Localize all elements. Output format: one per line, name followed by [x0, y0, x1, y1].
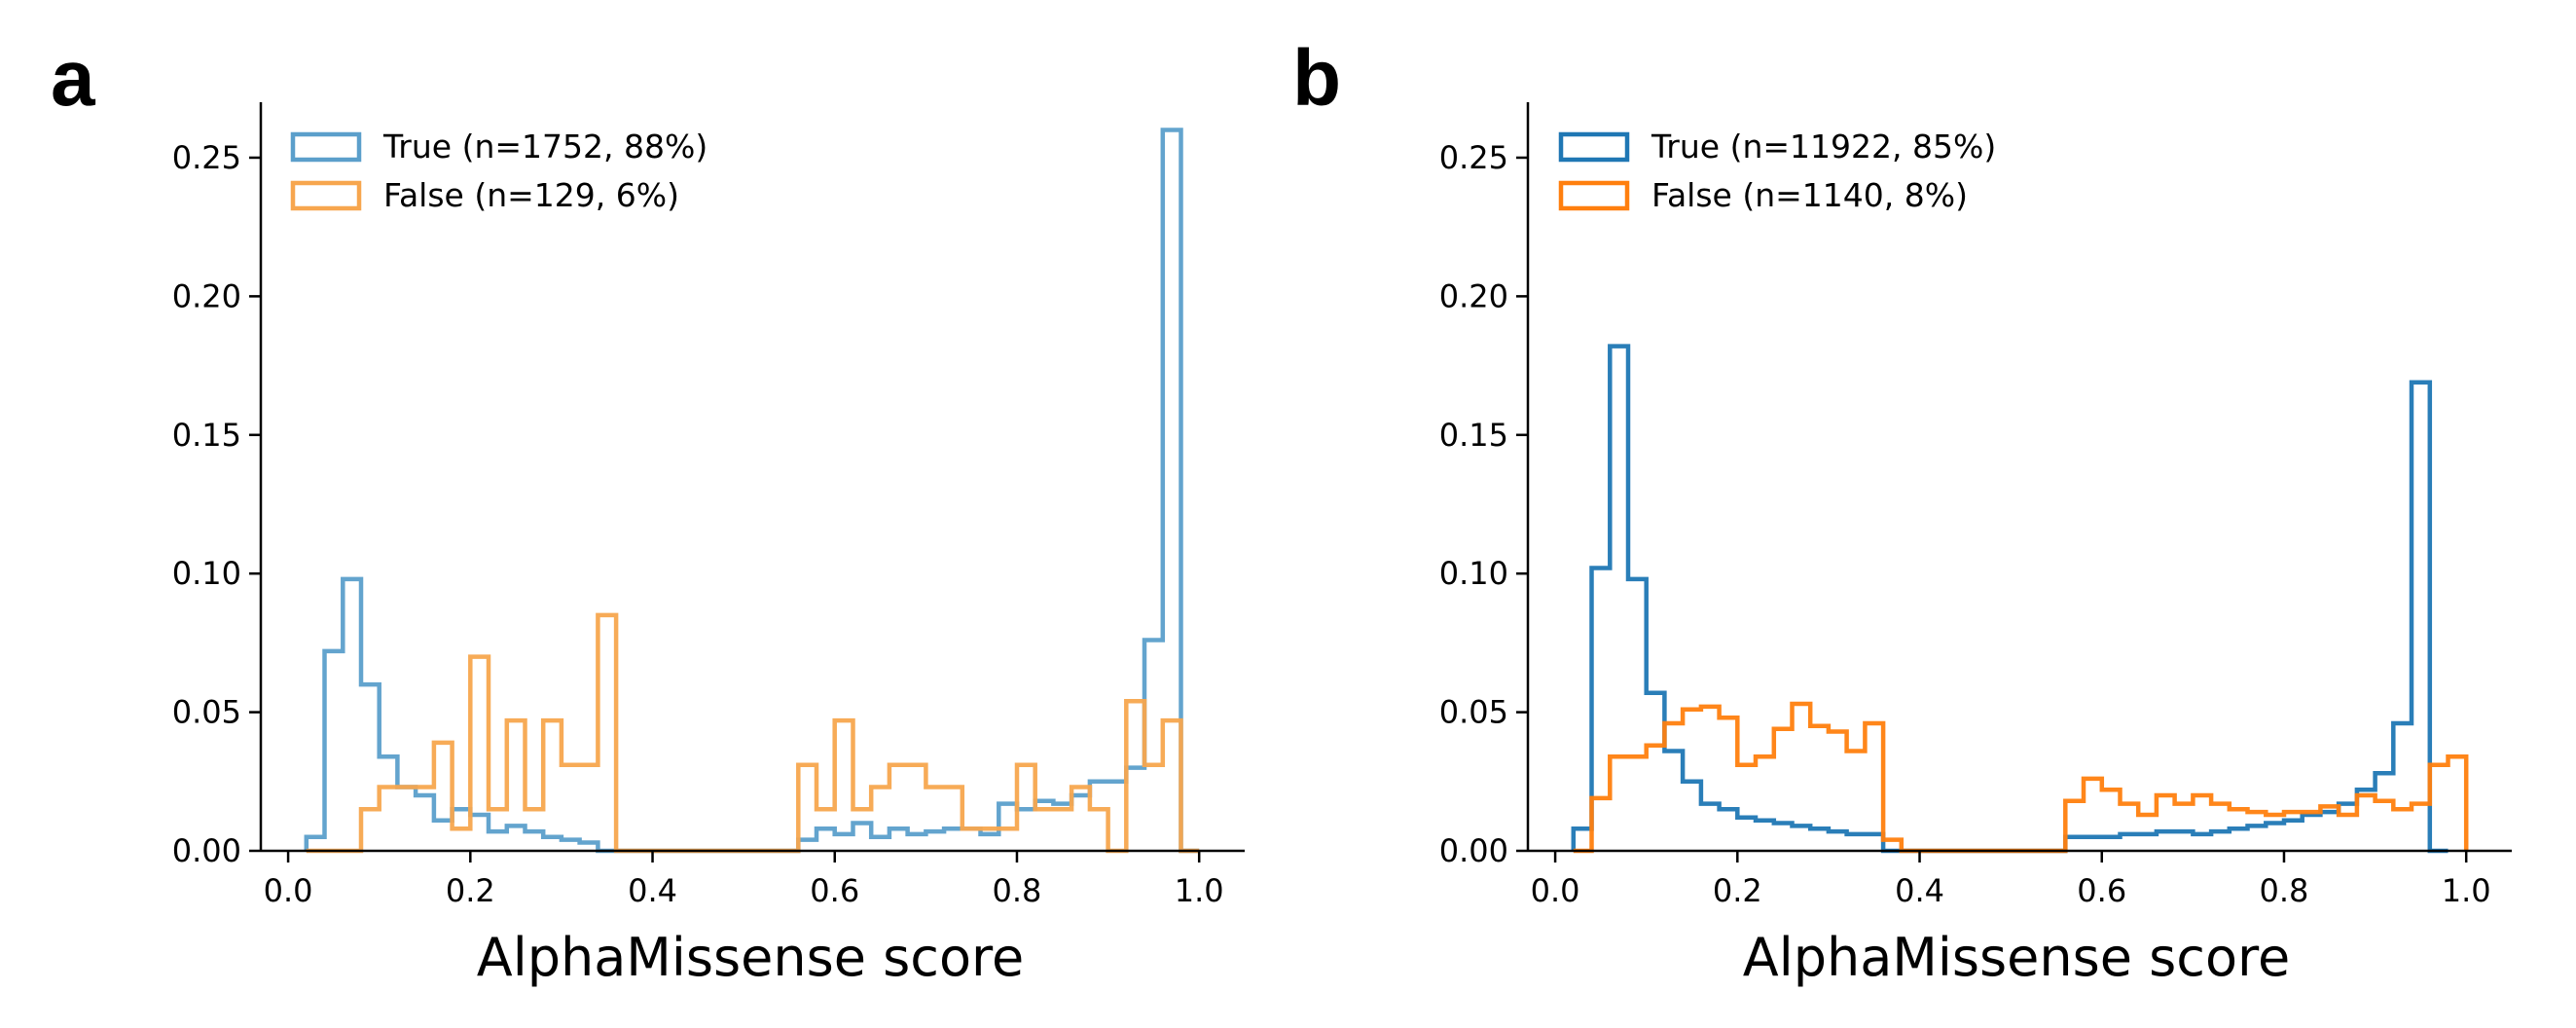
panel-b-x-tick-label: 1.0	[2442, 872, 2491, 909]
panel-b-legend-true-label: True (n=11922, 85%)	[1651, 128, 1996, 165]
panel-a-x-tick-label: 0.8	[993, 872, 1042, 909]
panel-b-x-tick-label: 0.4	[1895, 872, 1944, 909]
panel-a-x-tick-label: 0.0	[264, 872, 313, 909]
panel-a-y-tick-label: 0.20	[172, 277, 241, 314]
panel-a-legend-false-swatch	[290, 180, 362, 211]
panel-a-y-tick-label: 0.05	[172, 694, 241, 731]
panel-b-x-tick-label: 0.8	[2260, 872, 2309, 909]
panel-a-legend-true-label: True (n=1752, 88%)	[382, 128, 707, 165]
panel-b-plot: 0.0 0.2 0.4 0.6 0.8 1.0 0.00 0.05 0.10 0.15 0.20 0.…	[1439, 102, 2512, 909]
panel-b-x-tick-label: 0.0	[1531, 872, 1580, 909]
panel-a: a 0.0 0.2 0.4 0.6 0.8 1.0 0.00 0.05 0.10 0.15 0.20…	[51, 34, 1245, 988]
panel-a-plot: 0.0 0.2 0.4 0.6 0.8 1.0 0.00 0.05 0.10 0.15 0.20 0.…	[172, 102, 1245, 909]
panel-b-y-tick-label: 0.00	[1439, 832, 1508, 869]
panel-b-x-tick-label: 0.2	[1713, 872, 1762, 909]
panel-a-label: a	[51, 34, 96, 123]
panel-b-legend-false-label: False (n=1140, 8%)	[1651, 176, 1968, 214]
panel-a-y-tick-label: 0.15	[172, 417, 241, 454]
panel-a-x-tick-label: 1.0	[1175, 872, 1224, 909]
panel-a-legend-true-swatch	[290, 131, 362, 163]
panel-a-x-tick-label: 0.2	[446, 872, 495, 909]
panel-b-y-tick-label: 0.25	[1439, 139, 1508, 176]
panel-a-x-axis-label: AlphaMissense score	[477, 927, 1024, 988]
panel-b-legend: True (n=11922, 85%) False (n=1140, 8%)	[1558, 128, 1996, 214]
panel-b-legend-false-swatch	[1558, 180, 1630, 211]
panel-a-y-tick-label: 0.25	[172, 139, 241, 176]
panel-a-x-tick-label: 0.4	[628, 872, 677, 909]
panel-b: b 0.0 0.2 0.4 0.6 0.8 1.0 0.00 0.05 0.10 0.15 0.20…	[1292, 34, 2512, 988]
panel-b-legend-true-swatch	[1558, 131, 1630, 163]
panel-b-y-tick-label: 0.05	[1439, 694, 1508, 731]
panel-a-x-tick-label: 0.6	[810, 872, 859, 909]
panel-b-x-axis-label: AlphaMissense score	[1743, 927, 2290, 988]
panel-a-legend: True (n=1752, 88%) False (n=129, 6%)	[290, 128, 707, 214]
panel-b-x-tick-label: 0.6	[2077, 872, 2126, 909]
panel-b-y-tick-label: 0.10	[1439, 555, 1508, 592]
panel-a-y-tick-label: 0.10	[172, 555, 241, 592]
panel-b-label: b	[1292, 34, 1341, 123]
panel-b-y-tick-label: 0.15	[1439, 417, 1508, 454]
panel-b-y-tick-label: 0.20	[1439, 277, 1508, 314]
panel-a-legend-false-label: False (n=129, 6%)	[383, 176, 679, 214]
panel-a-y-tick-label: 0.00	[172, 832, 241, 869]
